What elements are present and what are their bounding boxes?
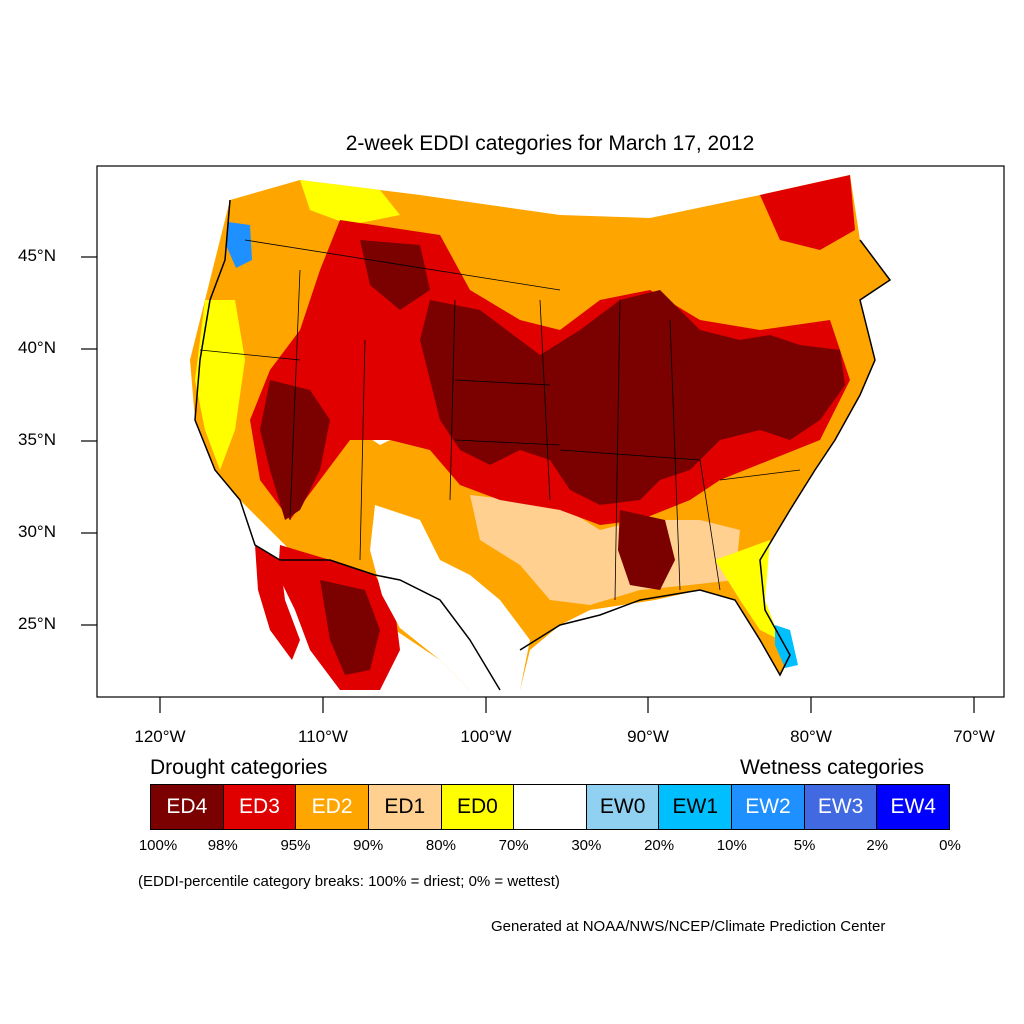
legend-swatch-ed2: ED2 (296, 785, 369, 829)
wetness-heading: Wetness categories (740, 756, 925, 779)
legend-swatch-ed0: ED0 (441, 785, 515, 829)
ed4-mississippi (618, 510, 675, 590)
legend-break-label: 5% (793, 837, 816, 854)
eddi-map (81, 165, 1005, 713)
map-frame (96, 165, 1005, 698)
legend-swatch-ed3: ED3 (223, 785, 297, 829)
legend-break-label: 95% (280, 837, 311, 854)
ed4-southwest (260, 380, 330, 520)
lon-label-120: 120°W (134, 727, 186, 746)
ew-florida (775, 625, 798, 668)
legend-swatch-ed1: ED1 (368, 785, 442, 829)
drought-heading: Drought categories (150, 756, 328, 779)
baja (255, 545, 300, 660)
ed1-south (470, 495, 740, 605)
coastlines (194, 199, 892, 691)
lat-label-45: 45°N (18, 246, 56, 265)
legend-swatch-ew1: EW1 (659, 785, 733, 829)
lon-ticks (159, 697, 975, 713)
color-legend: ED4 ED3 ED2 ED1 ED0 EW0 EW1 EW2 EW3 EW4 (150, 784, 950, 830)
legend-break-label: 70% (498, 837, 529, 854)
legend-swatch-ew4: EW4 (877, 785, 950, 829)
ed3-northeast (760, 175, 855, 250)
legend-break-label: 30% (571, 837, 602, 854)
legend-break-label: 2% (866, 837, 889, 854)
legend-swatch-ew2: EW2 (732, 785, 805, 829)
ed0-southeast (715, 540, 780, 640)
legend-swatch-neutral (514, 785, 587, 829)
ew-washington (226, 222, 252, 268)
legend-swatch-ew0: EW0 (586, 785, 660, 829)
legend-break-label: 98% (207, 837, 238, 854)
lon-label-110: 110°W (298, 727, 348, 746)
lon-label-100: 100°W (460, 727, 512, 746)
ed0-west-coast (195, 300, 245, 470)
legend-swatch-ew3: EW3 (804, 785, 878, 829)
ed4-north (360, 240, 430, 310)
ed4-mexico (320, 580, 380, 675)
lon-label-70: 70°W (953, 727, 995, 746)
lon-label-80: 80°W (790, 727, 832, 746)
legend-break-label: 0% (939, 837, 961, 854)
lon-label-90: 90°W (627, 727, 669, 746)
ed4-plains-midwest (420, 290, 845, 505)
lat-ticks (81, 256, 97, 626)
lat-label-40: 40°N (18, 338, 56, 357)
legend-break-label: 10% (716, 837, 747, 854)
map-fill-layer (190, 175, 890, 690)
lat-label-30: 30°N (18, 522, 56, 541)
legend-break-label: 100% (138, 837, 178, 854)
legend-break-label: 80% (425, 837, 456, 854)
ed0-northwest (300, 180, 400, 225)
legend-note: (EDDI-percentile category breaks: 100% =… (138, 873, 560, 890)
legend-swatch-ed4: ED4 (151, 785, 224, 829)
legend-break-label: 90% (353, 837, 384, 854)
neutral-texas (370, 505, 530, 690)
state-borders (199, 239, 801, 601)
lat-label-25: 25°N (18, 614, 56, 633)
map-title: 2-week EDDI categories for March 17, 201… (345, 132, 755, 155)
legend-break-label: 20% (644, 837, 675, 854)
lat-label-35: 35°N (18, 430, 56, 449)
credit-line: Generated at NOAA/NWS/NCEP/Climate Predi… (491, 918, 886, 935)
